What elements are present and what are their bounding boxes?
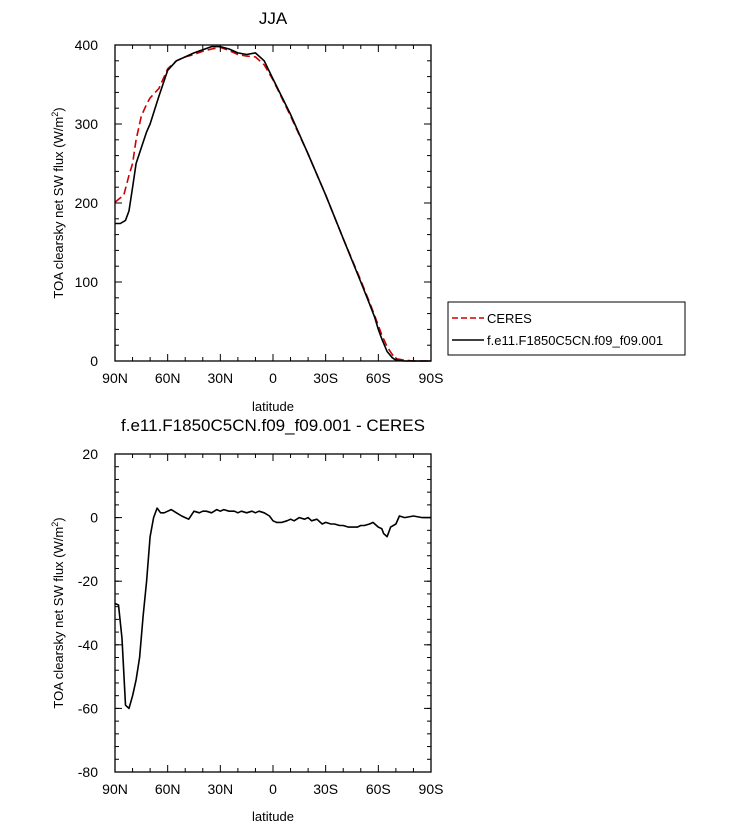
top-y-tick-label: 400 [75, 37, 99, 53]
legend: CERES f.e11.F1850C5CN.f09_f09.001 [447, 301, 686, 356]
top-x-tick-label: 60N [155, 370, 181, 386]
bot-x-tick-label: 30S [313, 781, 338, 797]
legend-label-ceres: CERES [487, 311, 532, 326]
top-y-axis-label-sup: 2 [50, 112, 60, 117]
bottom-plot-area [114, 507, 431, 710]
legend-label-model: f.e11.F1850C5CN.f09_f09.001 [487, 333, 663, 348]
bottom-panel: f.e11.F1850C5CN.f09_f09.001 - CERES 90N 6… [50, 416, 443, 824]
bot-y-tick-label: -20 [78, 573, 98, 589]
top-plot-area [114, 45, 431, 362]
bottom-y-axis-label-sup: 2 [50, 522, 60, 527]
bot-x-tick-label: 0 [269, 781, 277, 797]
top-chart-title: JJA [259, 9, 288, 28]
top-x-tick-label: 60S [366, 370, 391, 386]
bot-y-tick-label: 20 [82, 446, 98, 462]
top-x-tick-label: 0 [269, 370, 277, 386]
top-y-axis-label: TOA clearsky net SW flux (W/m2) [50, 107, 66, 298]
bottom-chart-title: f.e11.F1850C5CN.f09_f09.001 - CERES [121, 416, 425, 435]
top-y-tick-label: 0 [90, 353, 98, 369]
top-y-axis-label-close: ) [51, 107, 66, 111]
bot-x-tick-label: 90N [102, 781, 128, 797]
bot-y-tick-label: 0 [90, 510, 98, 526]
top-y-tick-label: 300 [75, 116, 99, 132]
top-series-line-0 [114, 46, 431, 362]
bot-y-tick-label: -40 [78, 637, 98, 653]
bot-x-tick-label: 60S [366, 781, 391, 797]
bottom-y-axis-label-main: TOA clearsky net SW flux (W/m [51, 527, 66, 709]
top-panel: JJA 90N 60N 30N 0 30S 60S 90S 0 100 200 300 400 la… [50, 9, 686, 414]
top-x-tick-labels: 90N 60N 30N 0 30S 60S 90S [102, 370, 443, 386]
bot-x-tick-label: 90S [419, 781, 444, 797]
top-x-tick-label: 90N [102, 370, 128, 386]
top-x-tick-label: 30S [313, 370, 338, 386]
bottom-plot-frame [114, 453, 432, 773]
bottom-x-axis-label: latitude [252, 809, 294, 824]
bottom-x-tick-labels: 90N 60N 30N 0 30S 60S 90S [102, 781, 443, 797]
bot-y-tick-label: -80 [78, 764, 98, 780]
top-series-line-1 [115, 45, 431, 362]
bottom-y-axis-label-close: ) [51, 517, 66, 521]
top-x-axis-label: latitude [252, 399, 294, 414]
top-x-tick-label: 30N [207, 370, 233, 386]
bot-y-tick-label: -60 [78, 700, 98, 716]
top-axis-ticks [114, 44, 432, 362]
bot-x-tick-label: 60N [155, 781, 181, 797]
top-y-axis-label-main: TOA clearsky net SW flux (W/m [51, 117, 66, 299]
bottom-y-tick-labels: 20 0 -20 -40 -60 -80 [78, 446, 98, 780]
top-plot-frame [114, 44, 432, 362]
top-y-tick-label: 100 [75, 274, 99, 290]
bot-series-line-0 [114, 507, 431, 710]
top-y-tick-label: 200 [75, 195, 99, 211]
bottom-y-axis-label: TOA clearsky net SW flux (W/m2) [50, 517, 66, 708]
top-y-tick-labels: 0 100 200 300 400 [75, 37, 99, 369]
bottom-axis-ticks [114, 453, 432, 773]
top-x-tick-label: 90S [419, 370, 444, 386]
legend-box [447, 301, 686, 356]
bot-x-tick-label: 30N [207, 781, 233, 797]
